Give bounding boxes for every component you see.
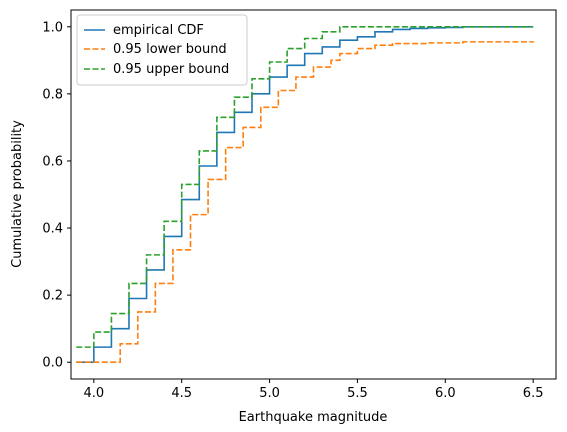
y-tick-label: 0.6 <box>42 154 63 169</box>
legend-label-upper-bound: 0.95 upper bound <box>113 62 229 77</box>
plot-area-frame <box>70 9 557 380</box>
x-tick-label: 5.0 <box>259 386 280 401</box>
y-tick-label: 1.0 <box>42 20 63 35</box>
x-axis-label: Earthquake magnitude <box>239 410 388 425</box>
x-tick-label: 6.5 <box>523 386 544 401</box>
legend-label-lower-bound: 0.95 lower bound <box>113 42 227 57</box>
x-tick-label: 5.5 <box>347 386 368 401</box>
x-tick-label: 6.0 <box>435 386 456 401</box>
legend-box <box>76 14 248 86</box>
series-line-2 <box>76 25 534 348</box>
series-line-1 <box>76 41 534 364</box>
y-axis-ticks: 0.0 0.2 0.4 0.6 0.8 1.0 <box>42 20 71 371</box>
y-tick-label: 0.8 <box>42 87 63 102</box>
series-layer <box>76 25 534 364</box>
y-tick-label: 0.4 <box>42 222 63 237</box>
x-axis-ticks: 4.0 4.5 5.0 5.5 6.0 6.5 <box>84 379 544 401</box>
y-tick-label: 0.0 <box>42 356 63 371</box>
legend: empirical CDF 0.95 lower bound 0.95 uppe… <box>76 14 248 86</box>
x-tick-label: 4.5 <box>171 386 192 401</box>
x-tick-label: 4.0 <box>84 386 105 401</box>
series-line-0 <box>76 25 534 364</box>
y-axis-label: Cumulative probability <box>10 120 25 268</box>
y-tick-label: 0.2 <box>42 289 63 304</box>
legend-label-empirical-cdf: empirical CDF <box>113 23 204 38</box>
